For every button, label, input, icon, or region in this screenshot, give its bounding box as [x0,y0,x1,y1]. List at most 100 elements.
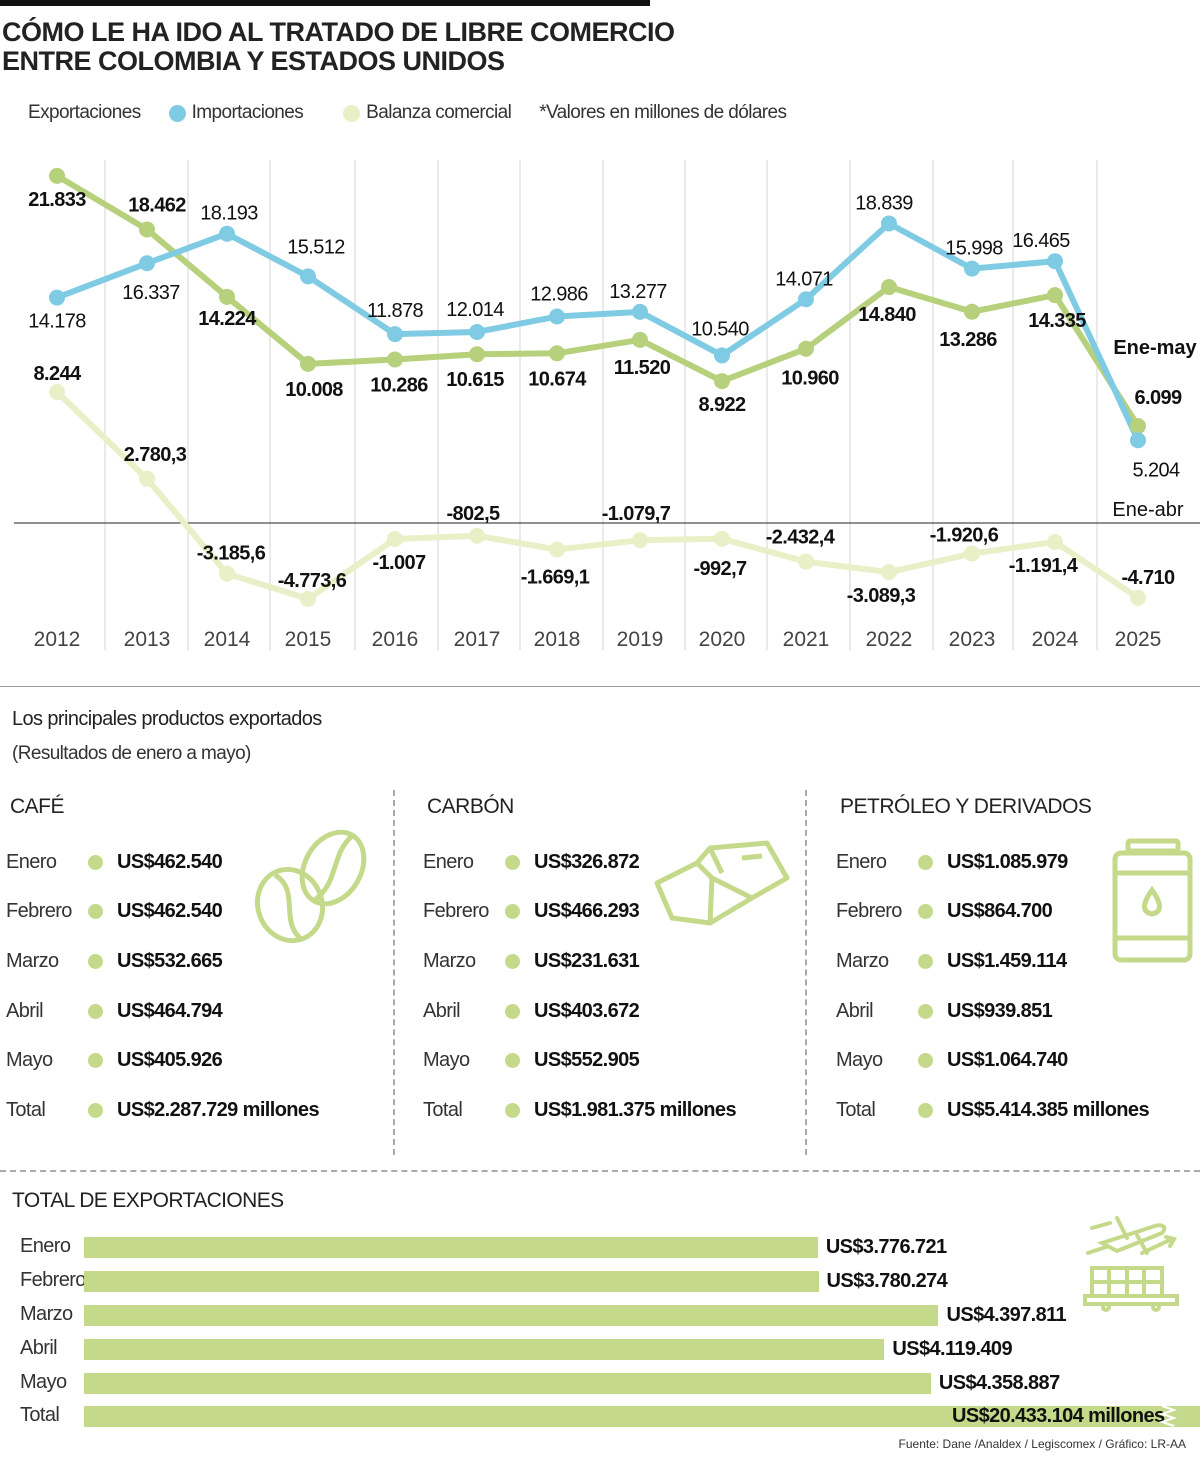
exports-data-label: 13.286 [939,329,997,351]
bar-category-label: Abril [20,1337,58,1359]
product-column-0: CAFÉ Enero US$462.540 Febrero US$462.540… [0,795,400,1135]
balance-data-label: -3.089,3 [847,585,916,607]
legend-balance: Balanza comercial [331,102,512,124]
value: US$1.459.114 [947,949,1067,972]
x-tick-label: 2021 [783,628,830,651]
imports-point [798,291,814,308]
exports-data-label: 14.335 [1028,310,1086,332]
month-label: Mayo [423,1049,470,1072]
value: US$462.540 [117,850,223,873]
imports-data-label: 14.178 [28,311,86,333]
month-label: Total [836,1099,876,1121]
imports-data-label: 18.839 [855,192,913,214]
imports-point [300,268,316,285]
value: US$939.851 [947,999,1053,1022]
x-tick-label: 2013 [124,628,171,651]
product-row: Mayo US$552.905 [423,1046,640,1076]
exports-data-label: 8.922 [698,394,746,416]
x-tick-label: 2017 [454,628,501,651]
bullet-dot [918,953,933,969]
exports-data-label: 11.520 [614,357,671,379]
bullet-dot [505,904,520,920]
month-label: Febrero [836,900,902,923]
product-column-1: CARBÓN Enero US$326.872 Febrero US$466.2… [417,795,817,1135]
imports-data-label: 15.998 [945,238,1003,260]
bullet-dot [918,854,933,870]
bar-value-label: US$4.119.409 [892,1338,1012,1360]
imports-point [1047,253,1063,270]
legend-balance-label: Balanza comercial [366,102,512,123]
bullet-dot [88,1003,103,1019]
bullet-dot [88,1103,103,1118]
x-tick-label: 2024 [1032,628,1079,651]
product-row: Enero US$1.085.979 [836,847,1068,877]
month-label: Abril [6,999,44,1022]
oil-barrel-icon [1112,838,1193,963]
value: US$231.631 [534,949,640,972]
product-row: Febrero US$466.293 [423,897,640,927]
x-tick-label: 2016 [372,628,419,651]
page-title: CÓMO LE HA IDO AL TRATADO DE LIBRE COMER… [2,18,702,76]
imports-point [632,303,648,320]
month-label: Total [423,1099,463,1121]
column-divider [805,790,807,1155]
month-label: Abril [423,999,461,1022]
bar [84,1373,931,1394]
exports-data-label: 10.615 [446,369,504,391]
products-note: (Resultados de enero a mayo) [12,743,251,764]
product-row: Marzo US$231.631 [423,946,640,976]
section-divider [0,1170,1200,1172]
title-line-2: ENTRE COLOMBIA Y ESTADOS UNIDOS [2,46,505,76]
value: US$552.905 [534,1049,640,1072]
imports-point [1130,432,1146,449]
imports-period-annotation: Ene-abr [1112,499,1183,521]
x-tick-label: 2018 [534,628,581,651]
bar-category-label: Total [20,1404,60,1426]
product-row: Febrero US$462.540 [6,897,223,927]
x-tick-label: 2023 [949,628,996,651]
bullet-dot [918,904,933,920]
source-note: Fuente: Dane /Analdex / Legiscomex / Grá… [898,1437,1186,1451]
bullet-dot [88,953,103,969]
value: US$405.926 [117,1049,223,1072]
exports-point [469,346,485,363]
column-divider [393,790,395,1155]
exports-data-label: 6.099 [1134,387,1182,409]
bullet-dot [918,1003,933,1019]
imports-point [469,323,485,340]
balance-data-label: -1.669,1 [521,567,590,589]
bar [84,1271,819,1292]
product-row: Abril US$403.672 [423,996,640,1026]
balance-point [219,565,235,582]
balance-point [964,545,980,562]
products-title: Los principales productos exportados [12,708,322,730]
balance-point [549,541,565,558]
product-row: Mayo US$405.926 [6,1046,223,1076]
exports-data-label: 10.960 [781,368,839,390]
x-tick-label: 2019 [617,628,664,651]
balance-data-label: -1.920,6 [930,525,999,547]
coffee-beans-icon [255,829,367,944]
month-label: Marzo [423,949,476,972]
balance-point [300,590,316,607]
legend: Exportaciones Importaciones Balanza come… [28,102,787,124]
imports-data-label: 10.540 [691,318,749,340]
balance-data-label: -1.079,7 [602,503,671,525]
exports-period-annotation: Ene-may [1113,337,1197,359]
product-column-2: PETRÓLEO Y DERIVADOS Enero US$1.085.979 … [830,795,1200,1135]
product-row: Marzo US$532.665 [6,946,223,976]
bullet-dot [88,904,103,920]
bullet-dot [918,1103,933,1118]
month-label: Enero [836,850,887,873]
balance-point [469,527,485,544]
bar [84,1406,1200,1427]
x-tick-label: 2015 [285,628,332,651]
month-label: Febrero [6,900,72,923]
imports-point [964,260,980,277]
exports-point [632,331,648,348]
balance-point [49,383,65,400]
value: US$326.872 [534,850,640,873]
exports-point [964,303,980,320]
bar-value-label: US$3.780.274 [826,1270,948,1292]
month-label: Marzo [6,949,59,972]
